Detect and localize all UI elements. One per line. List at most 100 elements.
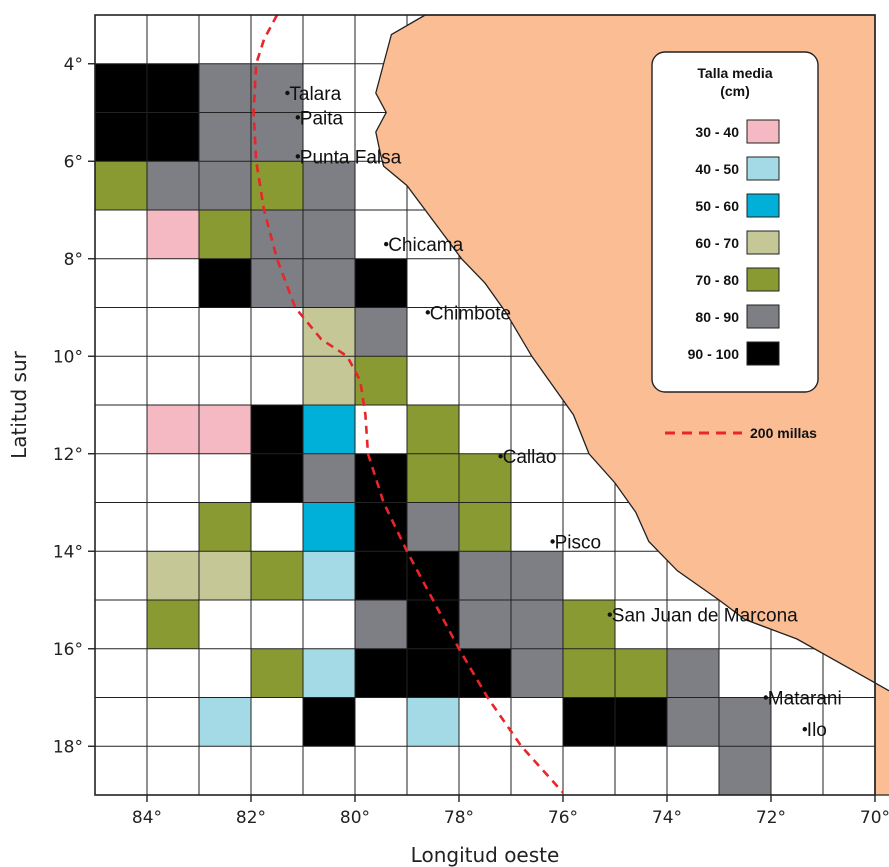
grid-cell bbox=[251, 648, 303, 698]
legend-swatch bbox=[746, 193, 780, 218]
city-label: Chicama bbox=[388, 235, 463, 256]
grid-cell bbox=[459, 453, 511, 503]
y-tick-label: 10° bbox=[53, 347, 83, 367]
grid-cell bbox=[355, 648, 407, 698]
grid-cell bbox=[199, 161, 251, 210]
grid-cell bbox=[303, 356, 355, 405]
x-tick-label: 74° bbox=[652, 808, 682, 828]
legend-title-line2: (cm) bbox=[720, 83, 750, 99]
x-tick-label: 70° bbox=[860, 808, 889, 828]
grid-cell bbox=[407, 453, 459, 503]
x-axis-label: Longitud oeste bbox=[411, 843, 560, 867]
y-tick-label: 16° bbox=[53, 640, 83, 660]
y-tick-label: 8° bbox=[64, 250, 83, 270]
grid-cell bbox=[303, 210, 355, 259]
grid-cell bbox=[511, 551, 563, 600]
grid-cell bbox=[199, 63, 251, 113]
grid-cell bbox=[199, 405, 251, 454]
grid-cell bbox=[199, 551, 251, 600]
grid-cell bbox=[147, 63, 199, 113]
grid-cell bbox=[407, 502, 459, 552]
grid-cell bbox=[615, 648, 667, 698]
y-axis-label: Latitud sur bbox=[7, 350, 31, 458]
x-tick-label: 72° bbox=[756, 808, 786, 828]
map-frame bbox=[94, 14, 876, 796]
city-label: Pisco bbox=[555, 533, 601, 554]
grid-cell bbox=[459, 648, 511, 698]
legend-swatch bbox=[746, 267, 780, 292]
grid-cell bbox=[95, 112, 147, 162]
grid-cell bbox=[251, 551, 303, 600]
legend-swatch bbox=[746, 119, 780, 144]
grid-cell bbox=[563, 697, 615, 747]
grid-cell bbox=[407, 600, 459, 649]
grid-cell bbox=[303, 648, 355, 698]
grid-cell bbox=[303, 551, 355, 600]
city-label: Paita bbox=[300, 108, 344, 129]
grid-cell bbox=[199, 210, 251, 259]
x-axis-ticks: 84° 82° 80° 78° 76° 74° 72° 70° bbox=[132, 795, 889, 828]
city-label: Callao bbox=[503, 447, 557, 468]
grid-cell bbox=[147, 112, 199, 162]
grid-cell bbox=[251, 258, 303, 308]
grid-cell bbox=[407, 551, 459, 600]
city-label: Chimbote bbox=[430, 303, 511, 324]
legend-box bbox=[651, 51, 819, 393]
grid-cell bbox=[147, 161, 199, 210]
city-marker bbox=[425, 310, 430, 315]
grid-cell bbox=[355, 551, 407, 600]
grid-cell bbox=[147, 405, 199, 454]
grid-cell bbox=[303, 258, 355, 308]
grid-cell bbox=[615, 697, 667, 747]
grid-cell bbox=[407, 697, 459, 747]
legend-title-line1: Talla media bbox=[697, 65, 772, 81]
legend-item-label: 50 - 60 bbox=[695, 198, 739, 214]
legend-swatch bbox=[746, 341, 780, 366]
grid-cell bbox=[251, 112, 303, 162]
grid-cell bbox=[563, 600, 615, 649]
grid-cell bbox=[719, 697, 771, 747]
legend-item-label: 30 - 40 bbox=[695, 124, 739, 140]
grid-cell bbox=[511, 600, 563, 649]
legend-item-label: 40 - 50 bbox=[695, 161, 739, 177]
grid-cell bbox=[303, 697, 355, 747]
grid-cell bbox=[355, 356, 407, 405]
grid-cell bbox=[95, 161, 147, 210]
legend-item-label: 60 - 70 bbox=[695, 235, 739, 251]
city-marker bbox=[295, 115, 300, 120]
x-tick-label: 84° bbox=[132, 808, 162, 828]
size-grid-cells bbox=[95, 63, 771, 795]
legend-swatch bbox=[746, 304, 780, 329]
legend-200-millas-label: 200 millas bbox=[750, 425, 817, 441]
city-label: Talara bbox=[289, 84, 341, 105]
x-tick-label: 78° bbox=[444, 808, 474, 828]
grid-cell bbox=[355, 600, 407, 649]
city-marker bbox=[384, 241, 389, 247]
grid-cell bbox=[667, 697, 719, 747]
grid-cell bbox=[303, 405, 355, 454]
grid-cell bbox=[719, 746, 771, 795]
grid-cell bbox=[251, 210, 303, 259]
city-label: Punta Falsa bbox=[300, 147, 402, 168]
grid-cell bbox=[147, 600, 199, 649]
grid-cell bbox=[199, 112, 251, 162]
grid-cell bbox=[147, 551, 199, 600]
y-axis-ticks: 4° 6° 8° 10° 12° 14° 16° 18° bbox=[53, 55, 95, 757]
city-label: Matarani bbox=[768, 689, 842, 710]
y-tick-label: 4° bbox=[64, 55, 83, 75]
grid-cell bbox=[199, 502, 251, 552]
legend-swatch bbox=[746, 156, 780, 181]
grid-cell bbox=[355, 258, 407, 308]
grid-cell bbox=[303, 161, 355, 210]
grid-cell bbox=[407, 405, 459, 454]
legend-item-label: 90 - 100 bbox=[688, 346, 740, 362]
grid-cell bbox=[563, 648, 615, 698]
city-marker bbox=[763, 695, 768, 700]
grid-cell bbox=[667, 648, 719, 698]
city-marker bbox=[295, 154, 300, 159]
y-tick-label: 14° bbox=[53, 542, 83, 562]
legend: Talla media (cm) 30 - 40 40 - 50 50 - 60 60… bbox=[651, 51, 819, 441]
y-tick-label: 12° bbox=[53, 445, 83, 465]
legend-item-label: 70 - 80 bbox=[695, 272, 739, 288]
legend-swatch bbox=[746, 230, 780, 255]
